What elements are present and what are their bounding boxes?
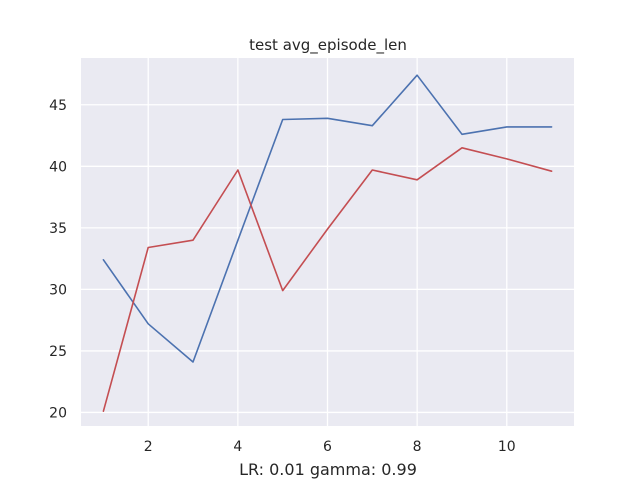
series-line-2 bbox=[102, 147, 553, 413]
x-axis-ticks: 2 4 6 8 10 bbox=[144, 439, 516, 455]
y-tick-label: 40 bbox=[49, 159, 67, 175]
y-tick-label: 45 bbox=[49, 98, 67, 114]
y-tick-label: 20 bbox=[49, 405, 67, 421]
y-tick-label: 30 bbox=[49, 282, 67, 298]
y-axis-ticks: 20 25 30 35 40 45 bbox=[49, 98, 67, 422]
x-axis-label: LR: 0.01 gamma: 0.99 bbox=[239, 460, 417, 479]
x-tick-label: 2 bbox=[144, 439, 153, 455]
series-line-1 bbox=[102, 74, 553, 363]
x-tick-label: 4 bbox=[233, 439, 242, 455]
x-tick-label: 6 bbox=[323, 439, 332, 455]
series-lines bbox=[102, 74, 553, 413]
x-tick-label: 8 bbox=[413, 439, 422, 455]
y-tick-label: 25 bbox=[49, 344, 67, 360]
y-tick-label: 35 bbox=[49, 221, 67, 237]
chart-title: test avg_episode_len bbox=[249, 36, 407, 55]
x-tick-label: 10 bbox=[498, 439, 516, 455]
